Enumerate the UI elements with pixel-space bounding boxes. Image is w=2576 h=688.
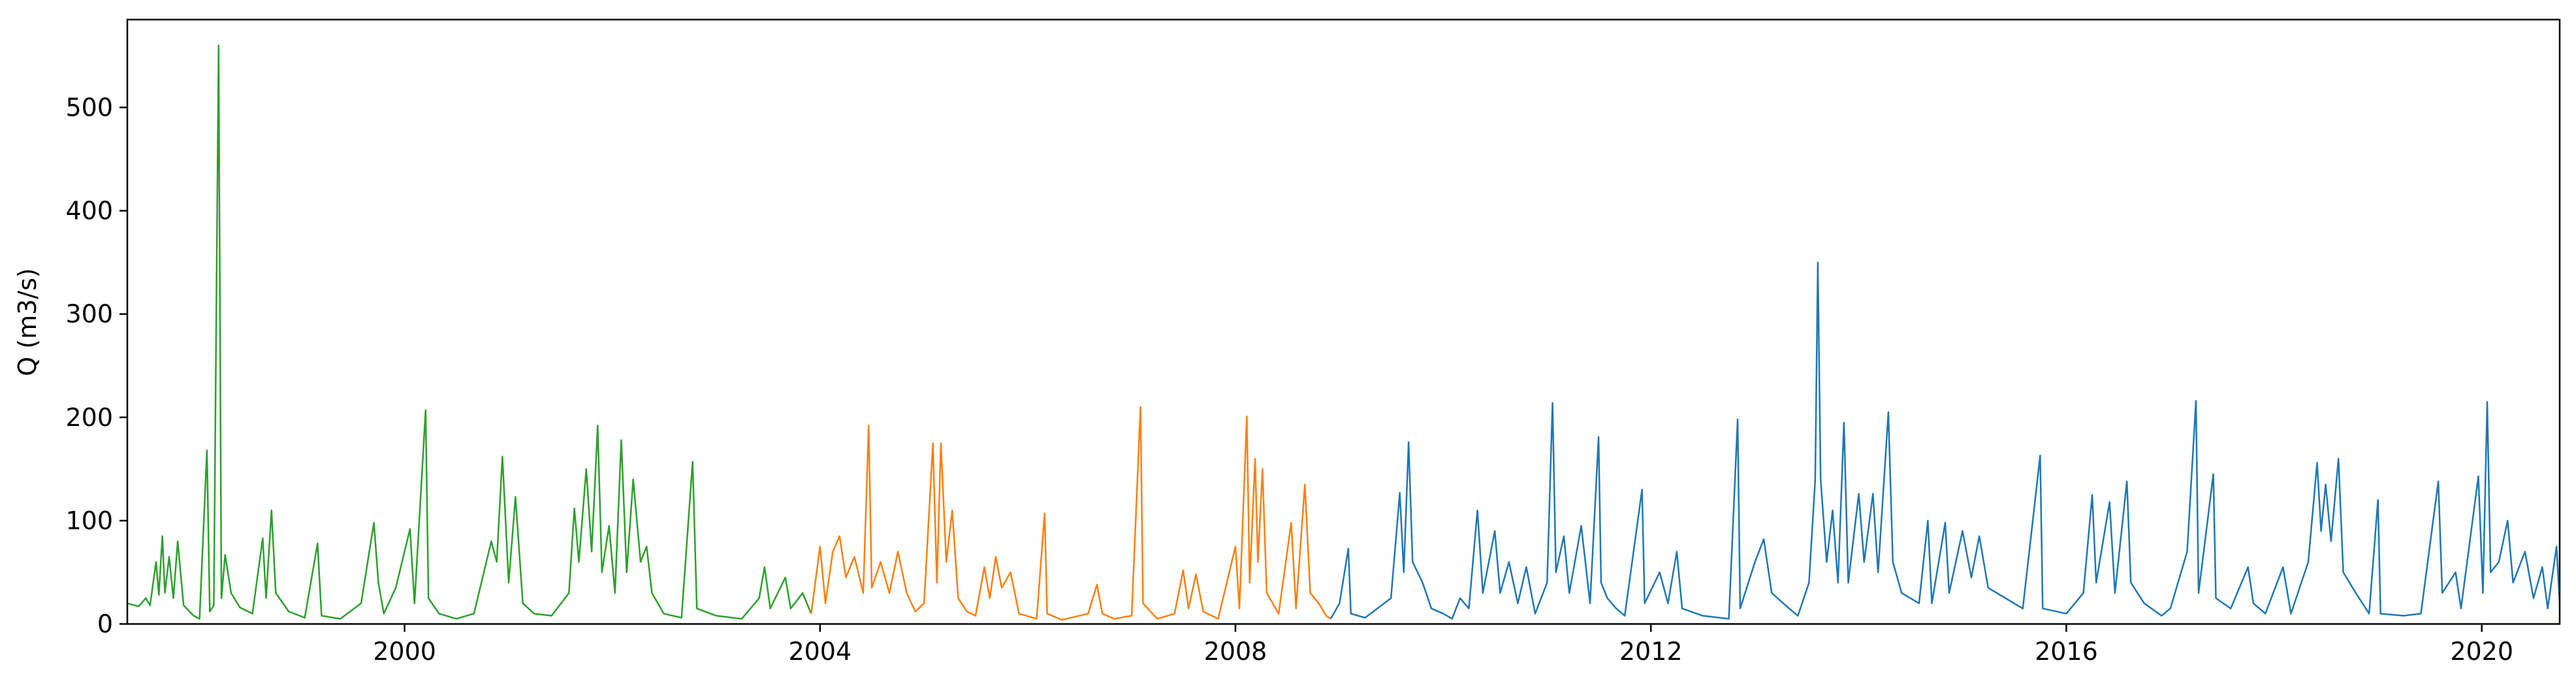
series-line-1 (127, 44, 812, 620)
x-tick-label: 2020 (2450, 637, 2513, 666)
y-tick-label: 0 (97, 610, 113, 638)
series-layer (127, 44, 2561, 621)
plot-frame (126, 18, 2561, 625)
x-tick-label: 2004 (788, 637, 851, 666)
x-tick-label: 2000 (373, 637, 436, 666)
y-tick-label: 200 (65, 403, 113, 432)
y-tick-label: 300 (65, 300, 113, 329)
x-tick-label: 2008 (1204, 637, 1267, 666)
y-tick-label: 500 (65, 93, 113, 122)
x-axis-ticks: 2000 2004 2008 2012 2016 2020 (373, 624, 2513, 666)
y-tick-label: 400 (65, 197, 113, 225)
series-line-2 (810, 406, 1331, 621)
y-axis-label: Q (m3/s) (13, 268, 42, 376)
y-tick-label: 100 (65, 506, 113, 535)
x-tick-label: 2016 (2035, 637, 2098, 666)
series-line-3 (1329, 261, 2561, 620)
y-axis-ticks: 0 100 200 300 400 500 (65, 93, 127, 638)
x-tick-label: 2012 (1619, 637, 1683, 666)
